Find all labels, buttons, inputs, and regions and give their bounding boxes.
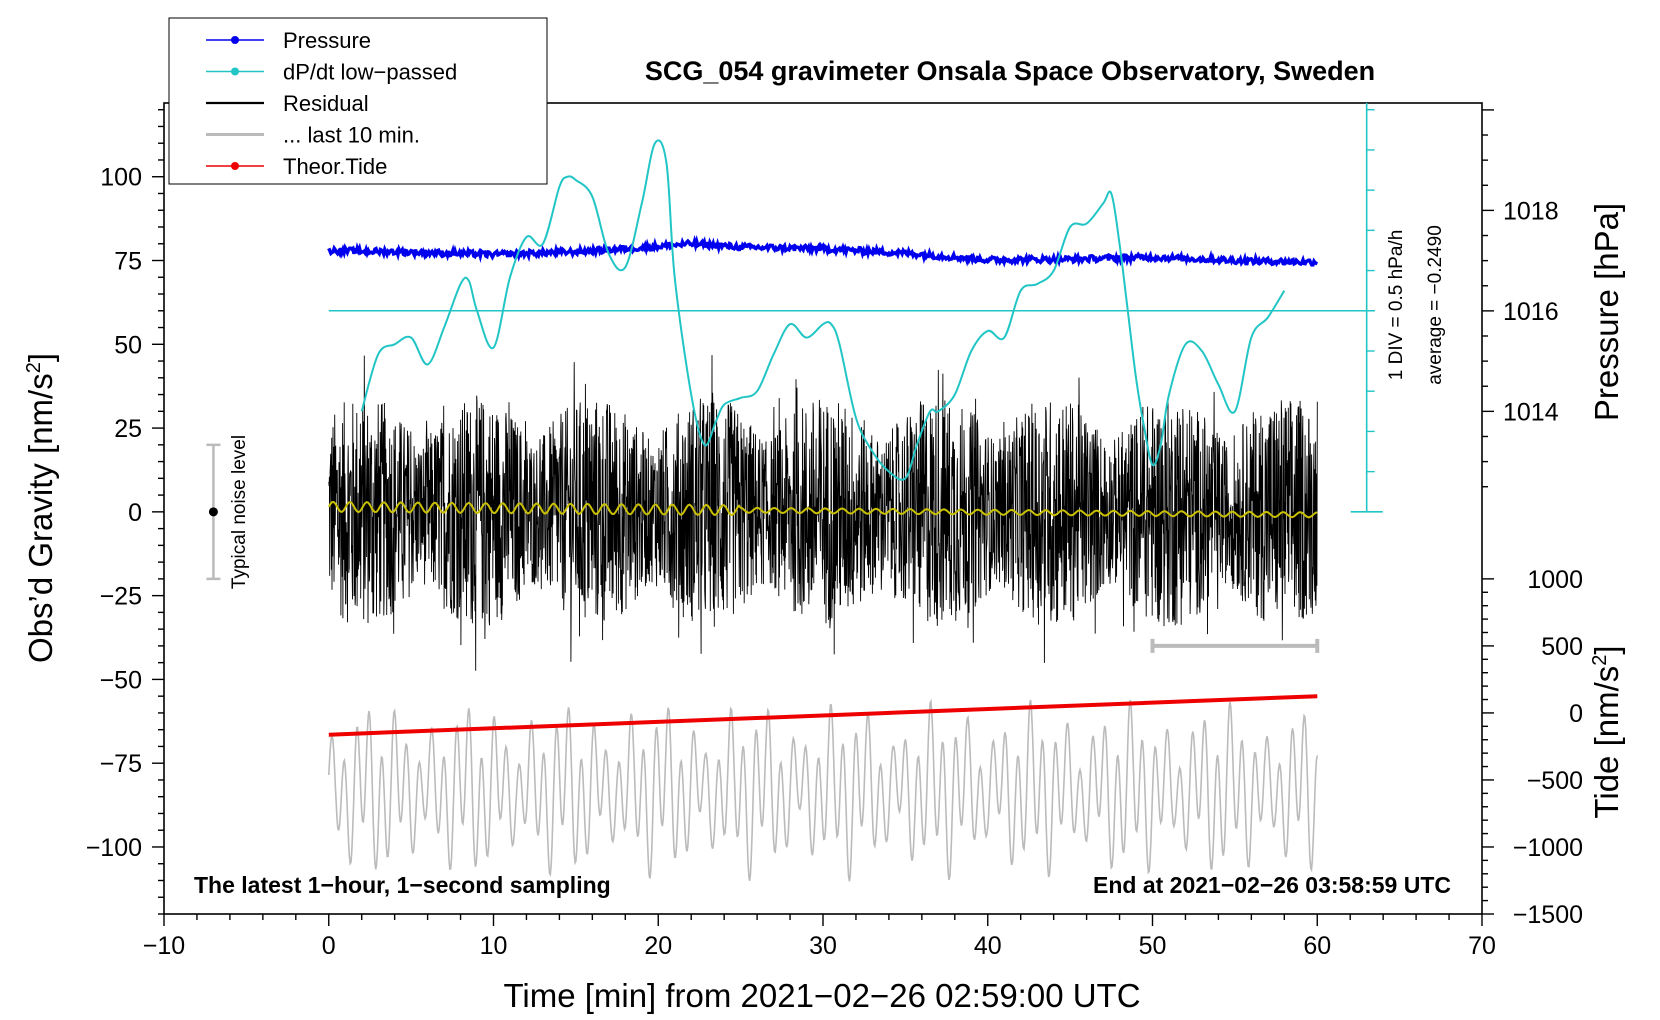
footer-right: End at 2021−02−26 03:58:59 UTC	[1093, 872, 1451, 898]
y-axis-pressure: 1018 1016 1014	[1482, 109, 1559, 488]
average-label: average = −0.2490	[1425, 225, 1446, 385]
legend-label: Pressure	[283, 28, 371, 53]
x-tick-label: 50	[1139, 932, 1167, 960]
x-axis-label: Time [min] from 2021−02−26 02:59:00 UTC	[503, 977, 1140, 1014]
y-axis-tide: 1000 500 0 −500 −1000 −1500	[1482, 566, 1583, 929]
tide-tick-label: −500	[1527, 767, 1583, 795]
y-axis-label-gravity-main: Obs’d Gravity [nm/s	[22, 373, 59, 663]
y-tick-label: −50	[100, 666, 142, 694]
y-tick-label: −100	[86, 834, 142, 862]
legend-entries: Pressure dP/dt low−passed Residual ... last…	[206, 28, 457, 179]
x-tick-label: 10	[480, 932, 508, 960]
last-10-min-line	[328, 698, 1319, 882]
y-tick-label: 100	[100, 164, 142, 192]
noise-bar-center-dot	[208, 507, 218, 517]
tide-tick-label: −1500	[1513, 901, 1583, 929]
y-axis-gravity: 100 75 50 25 0 −25 −50 −75 −100	[86, 109, 164, 915]
pressure-tick-label: 1016	[1503, 298, 1559, 326]
x-tick-label: 0	[322, 932, 336, 960]
tide-line	[328, 694, 1318, 737]
dpdt-series	[360, 139, 1286, 481]
residual-series	[328, 355, 1318, 671]
y-tick-label: 75	[114, 248, 142, 276]
div-label: 1 DIV = 0.5 hPa/h	[1386, 230, 1407, 381]
y-axis-label-tide: Tide [nm/s2]	[1588, 645, 1625, 818]
x-tick-label: 70	[1468, 932, 1496, 960]
tide-tick-label: −1000	[1513, 834, 1583, 862]
x-tick-label: 30	[809, 932, 837, 960]
legend: Pressure dP/dt low−passed Residual ... last…	[168, 17, 548, 185]
y-tick-label: 0	[128, 499, 142, 527]
y-axis-label-pressure: Pressure [hPa]	[1588, 203, 1625, 421]
residual-lowpass-line	[327, 500, 1318, 519]
residual-line	[328, 355, 1318, 671]
legend-marker	[231, 162, 239, 170]
y-axis-label-gravity-end: ]	[22, 353, 59, 362]
tide-tick-label: 1000	[1527, 566, 1583, 594]
tide-tick-label: 500	[1541, 633, 1583, 661]
y-tick-label: 25	[114, 415, 142, 443]
legend-label: ... last 10 min.	[283, 123, 420, 148]
x-tick-label: 60	[1303, 932, 1331, 960]
y-tick-label: −25	[100, 583, 142, 611]
dpdt-line	[360, 139, 1286, 481]
y-tick-label: −75	[100, 750, 142, 778]
y-axis-label-tide-main: Tide [nm/s	[1588, 666, 1625, 819]
x-tick-label: 40	[974, 932, 1002, 960]
last-10-min-series	[328, 698, 1319, 882]
y-axis-label-gravity-sup: 2	[23, 362, 45, 373]
legend-box	[168, 17, 548, 185]
legend-label: Theor.Tide	[283, 154, 387, 179]
pressure-series	[327, 234, 1319, 268]
y-axis-label-tide-end: ]	[1588, 645, 1625, 654]
pressure-tick-label: 1014	[1503, 398, 1559, 426]
y-tick-label: 50	[114, 331, 142, 359]
annotations	[206, 103, 1383, 653]
y-axis-label-tide-sup: 2	[1589, 655, 1611, 666]
legend-label: Residual	[283, 91, 369, 116]
legend-marker	[231, 36, 239, 44]
noise-label: Typical noise level	[229, 435, 250, 589]
legend-label: dP/dt low−passed	[283, 60, 457, 85]
residual-lowpass-series	[327, 500, 1318, 519]
tide-tick-label: 0	[1569, 700, 1583, 728]
x-tick-label: 20	[644, 932, 672, 960]
legend-marker	[231, 67, 239, 76]
pressure-tick-label: 1018	[1503, 197, 1559, 225]
pressure-line	[327, 234, 1319, 268]
footer-left: The latest 1−hour, 1−second sampling	[194, 872, 611, 898]
x-tick-label: −10	[143, 932, 185, 960]
x-axis: −10 0 10 20 30 40 50 60 70	[143, 914, 1496, 960]
chart-title: SCG_054 gravimeter Onsala Space Observat…	[645, 56, 1375, 86]
theoretical-tide-series	[328, 694, 1318, 737]
y-axis-label-gravity: Obs’d Gravity [nm/s2]	[22, 353, 59, 663]
